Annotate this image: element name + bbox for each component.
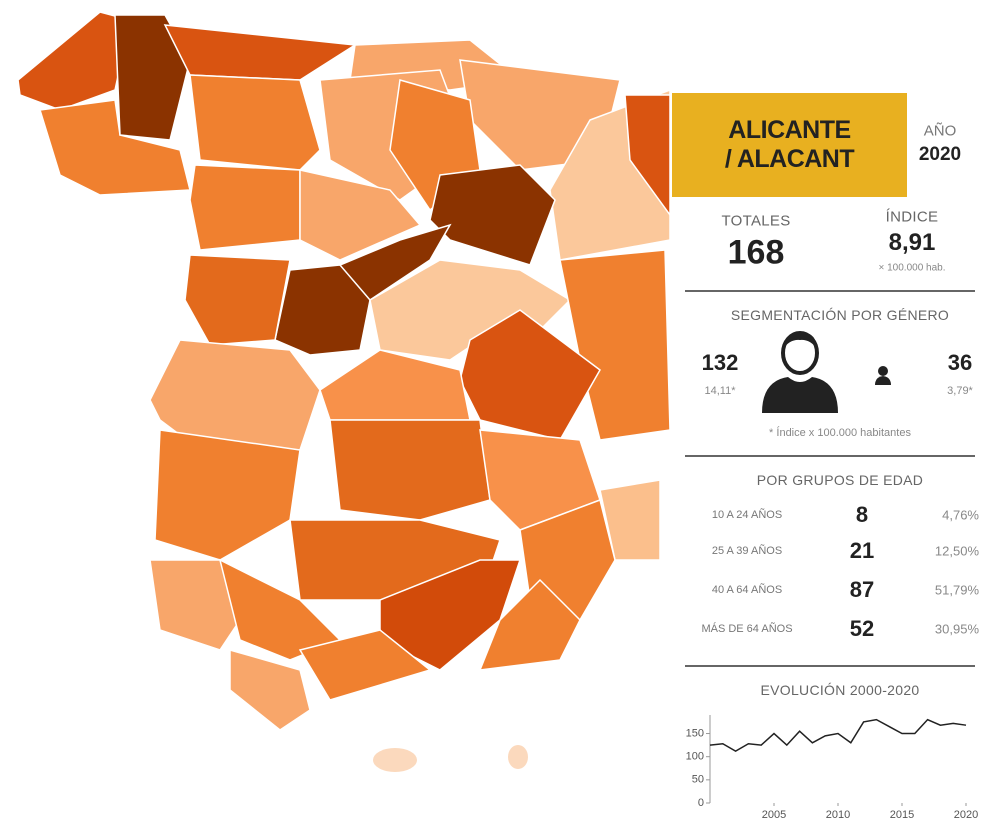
island <box>508 745 528 769</box>
male-body <box>762 377 838 413</box>
province <box>189 74 321 171</box>
province <box>189 164 301 251</box>
female-value: 36 <box>947 350 973 375</box>
y-tick-label: 150 <box>686 727 704 739</box>
age-value: 8 <box>855 502 869 527</box>
year: 2020 <box>918 144 962 165</box>
province <box>149 339 321 451</box>
totals-value: 168 <box>727 233 785 272</box>
age-label: MÁS DE 64 AÑOS <box>701 623 793 635</box>
age-label: 40 A 64 AÑOS <box>711 584 783 596</box>
divider <box>685 455 975 457</box>
age-percent: 4,76% <box>942 507 979 523</box>
province <box>39 99 191 196</box>
province <box>17 11 131 111</box>
x-tick-label: 2020 <box>954 809 978 821</box>
male-hair <box>783 332 817 349</box>
province <box>299 169 422 261</box>
y-tick-label: 0 <box>698 797 704 809</box>
province <box>429 164 556 266</box>
age-percent: 51,79% <box>934 582 979 598</box>
line-chart: 0 50 100 150 2005 2010 2015 2020 <box>686 715 978 821</box>
province <box>599 479 661 561</box>
gender-note: * Índice x 100.000 habitantes <box>769 427 911 439</box>
female-icon <box>875 366 891 385</box>
x-tick-label: 2005 <box>762 809 786 821</box>
divider <box>685 290 975 292</box>
divider <box>685 665 975 667</box>
age-label: 10 A 24 AÑOS <box>711 509 783 521</box>
x-tick-label: 2010 <box>826 809 850 821</box>
header-box: ALICANTE / ALACANT <box>672 93 907 197</box>
age-value: 87 <box>849 577 875 602</box>
province <box>319 349 471 421</box>
age-title: POR GRUPOS DE EDAD <box>756 472 924 488</box>
x-tick-label: 2015 <box>890 809 914 821</box>
age-value: 21 <box>849 538 875 563</box>
province <box>298 629 432 701</box>
y-tick-label: 50 <box>692 774 704 786</box>
province <box>329 419 491 521</box>
male-value: 132 <box>701 350 739 375</box>
province <box>229 649 311 731</box>
province-name: ALICANTE / ALACANT <box>724 116 855 173</box>
island <box>373 748 417 772</box>
year-label: AÑO <box>923 122 957 140</box>
female-body <box>875 376 891 385</box>
province <box>114 14 191 141</box>
age-percent: 30,95% <box>934 621 979 637</box>
age-label: 25 A 39 AÑOS <box>711 545 783 557</box>
age-value: 52 <box>849 616 875 641</box>
province <box>624 94 671 218</box>
index-unit: × 100.000 hab. <box>878 262 946 274</box>
male-index: 14,11* <box>704 385 736 397</box>
line <box>709 718 967 752</box>
province <box>154 429 301 561</box>
info-panel: ALICANTE / ALACANT AÑO 2020 TOTALES 168 … <box>672 93 990 821</box>
province <box>559 249 671 441</box>
province <box>184 254 291 346</box>
province <box>149 559 241 651</box>
gender-title: SEGMENTACIÓN POR GÉNERO <box>730 307 950 323</box>
province <box>163 24 358 81</box>
female-index: 3,79* <box>947 385 973 397</box>
female-head <box>878 366 888 376</box>
age-percent: 12,50% <box>934 543 979 559</box>
chart-title: EVOLUCIÓN 2000-2020 <box>760 682 920 698</box>
male-icon <box>762 331 838 413</box>
province <box>478 578 581 671</box>
index-label: ÍNDICE <box>885 208 939 226</box>
totals-label: TOTALES <box>721 212 791 230</box>
index-value: 8,91 <box>888 229 936 256</box>
y-tick-label: 100 <box>686 751 704 763</box>
